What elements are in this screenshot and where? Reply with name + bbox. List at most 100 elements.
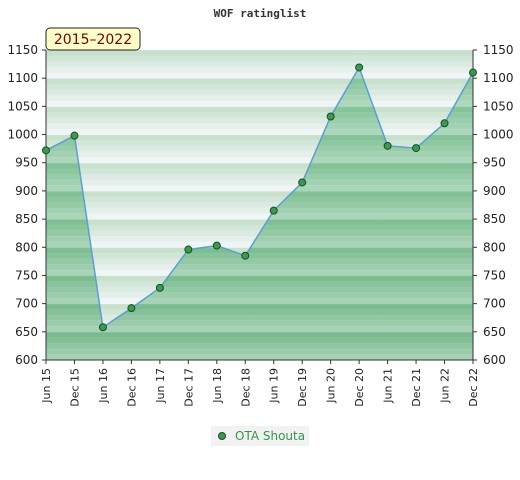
data-point (326, 112, 335, 121)
band (46, 106, 473, 113)
area-fill (46, 67, 473, 361)
period-badge-text: 2015–2022 (54, 32, 132, 48)
x-tick-label: Jun 19 (268, 368, 281, 404)
y-tick-label-left: 1150 (7, 43, 38, 57)
area-stripe (46, 326, 473, 333)
y-tick-label-left: 650 (15, 325, 38, 339)
band (46, 61, 473, 68)
y-tick-label-left: 900 (15, 184, 38, 198)
area-stripe (46, 292, 473, 299)
band (46, 89, 473, 96)
band (46, 202, 473, 209)
x-tick-label: Jun 17 (154, 368, 167, 404)
area-stripe (46, 241, 473, 248)
data-point (127, 304, 136, 313)
band (46, 50, 473, 57)
band (46, 151, 473, 158)
y-tick-label-right: 600 (483, 353, 506, 367)
band (46, 140, 473, 147)
data-point (155, 283, 164, 292)
area-stripe (46, 314, 473, 322)
area-stripe (46, 264, 473, 271)
y-tick-label-left: 1000 (7, 128, 38, 142)
band (46, 55, 473, 62)
area-stripe (46, 354, 473, 361)
legend-box (211, 426, 309, 446)
x-tick-label: Dec 17 (182, 368, 195, 407)
band (46, 123, 473, 130)
area-stripe (46, 269, 473, 276)
legend-marker (218, 432, 226, 440)
x-tick-label: Dec 16 (125, 368, 138, 407)
data-point (383, 141, 392, 150)
y-tick-label-left: 1100 (7, 71, 38, 85)
chart-title: WOF ratinglist (214, 7, 307, 20)
data-point (440, 119, 449, 128)
data-point (469, 68, 477, 77)
area-stripe (46, 275, 473, 282)
band (46, 145, 473, 152)
area-stripe (46, 286, 473, 293)
x-tick-label: Dec 20 (353, 368, 366, 407)
x-tick-label: Jun 20 (325, 368, 338, 404)
band (46, 100, 473, 107)
x-tick-label: Jun 18 (211, 368, 224, 404)
area-stripe (46, 236, 473, 243)
area-stripe (46, 331, 473, 338)
area-stripe (46, 247, 473, 254)
data-point (98, 323, 107, 332)
band (46, 185, 473, 192)
y-tick-label-left: 950 (15, 156, 38, 170)
y-tick-label-right: 950 (483, 156, 506, 170)
x-tick-label: Jun 15 (40, 368, 53, 404)
y-tick-label-left: 750 (15, 268, 38, 282)
y-tick-label-left: 1050 (7, 99, 38, 113)
y-tick-label-right: 850 (483, 212, 506, 226)
band (46, 72, 473, 79)
band (46, 174, 473, 181)
series-line (45, 65, 474, 329)
band (46, 128, 473, 136)
data-point (212, 241, 221, 250)
band (46, 83, 473, 90)
x-tick-label: Dec 22 (467, 368, 480, 407)
band (46, 157, 473, 164)
x-tick-label: Dec 21 (410, 368, 423, 407)
data-point (241, 251, 250, 260)
band (46, 117, 473, 124)
x-tick-label: Jun 22 (439, 368, 452, 404)
y-tick-label-right: 900 (483, 184, 506, 198)
band (46, 207, 473, 214)
band (46, 179, 473, 186)
period-badge-box (45, 27, 141, 51)
legend-label: OTA Shouta (235, 429, 305, 443)
data-point (184, 245, 193, 254)
y-tick-label-right: 750 (483, 268, 506, 282)
area-stripe (46, 303, 473, 310)
y-tick-label-left: 600 (15, 353, 38, 367)
area-stripe (46, 320, 473, 327)
y-tick-label-right: 1050 (483, 99, 514, 113)
band (46, 224, 473, 231)
band (46, 95, 473, 102)
band (46, 190, 473, 198)
band (46, 78, 473, 85)
area-stripe (46, 258, 473, 265)
y-tick-label-right: 1100 (483, 71, 514, 85)
area-stripe (46, 348, 473, 355)
y-tick-label-left: 850 (15, 212, 38, 226)
data-point (412, 144, 421, 153)
y-tick-label-right: 1150 (483, 43, 514, 57)
data-point (355, 63, 364, 72)
band (46, 196, 473, 203)
y-tick-label-right: 800 (483, 240, 506, 254)
band (46, 219, 473, 226)
area-stripe (46, 337, 473, 344)
y-tick-label-left: 700 (15, 297, 38, 311)
data-point (269, 206, 278, 215)
data-point (298, 178, 307, 187)
band (46, 213, 473, 220)
band (46, 162, 473, 169)
data-point (42, 146, 50, 155)
y-tick-label-right: 1000 (483, 128, 514, 142)
